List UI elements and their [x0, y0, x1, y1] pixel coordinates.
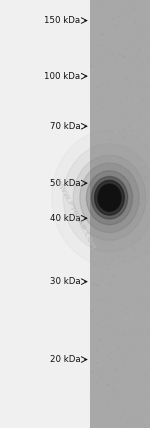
Text: 50 kDa: 50 kDa — [50, 178, 80, 188]
Text: 20 kDa: 20 kDa — [50, 355, 80, 364]
Ellipse shape — [52, 130, 150, 265]
Ellipse shape — [99, 185, 120, 211]
Ellipse shape — [91, 176, 128, 219]
Text: 150 kDa: 150 kDa — [44, 16, 80, 25]
Text: 30 kDa: 30 kDa — [50, 277, 80, 286]
Text: 40 kDa: 40 kDa — [50, 214, 80, 223]
Ellipse shape — [63, 144, 150, 252]
Text: WWW.PTGLAB.COM: WWW.PTGLAB.COM — [54, 178, 96, 250]
Bar — [90, 0, 150, 428]
Ellipse shape — [73, 155, 146, 240]
Ellipse shape — [86, 171, 133, 225]
Text: 100 kDa: 100 kDa — [44, 71, 80, 81]
Ellipse shape — [95, 180, 124, 215]
Text: 70 kDa: 70 kDa — [50, 122, 80, 131]
Ellipse shape — [80, 163, 139, 232]
Ellipse shape — [98, 184, 121, 211]
